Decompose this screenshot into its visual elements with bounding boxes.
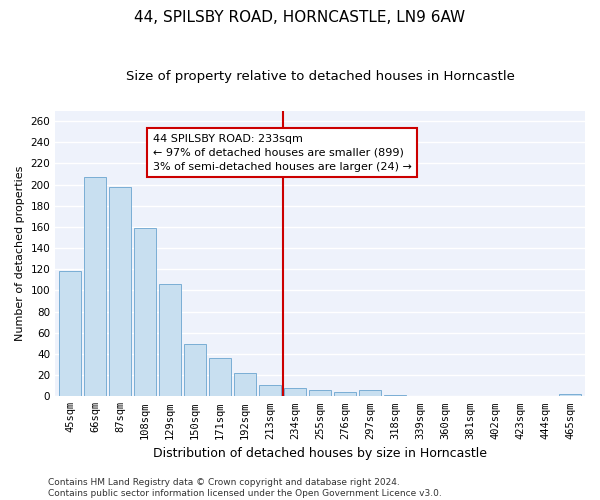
Bar: [234, 373, 256, 396]
Bar: [109, 187, 131, 396]
Bar: [384, 395, 406, 396]
Bar: [84, 177, 106, 396]
Y-axis label: Number of detached properties: Number of detached properties: [15, 166, 25, 341]
Bar: [284, 388, 307, 396]
Bar: [334, 392, 356, 396]
Bar: [309, 390, 331, 396]
Text: Contains HM Land Registry data © Crown copyright and database right 2024.
Contai: Contains HM Land Registry data © Crown c…: [48, 478, 442, 498]
Bar: [59, 272, 82, 396]
Text: 44 SPILSBY ROAD: 233sqm
← 97% of detached houses are smaller (899)
3% of semi-de: 44 SPILSBY ROAD: 233sqm ← 97% of detache…: [152, 134, 412, 172]
Bar: [159, 284, 181, 397]
Text: 44, SPILSBY ROAD, HORNCASTLE, LN9 6AW: 44, SPILSBY ROAD, HORNCASTLE, LN9 6AW: [134, 10, 466, 25]
Bar: [559, 394, 581, 396]
Bar: [259, 384, 281, 396]
Bar: [209, 358, 232, 397]
Bar: [184, 344, 206, 397]
Title: Size of property relative to detached houses in Horncastle: Size of property relative to detached ho…: [125, 70, 515, 83]
X-axis label: Distribution of detached houses by size in Horncastle: Distribution of detached houses by size …: [153, 447, 487, 460]
Bar: [134, 228, 157, 396]
Bar: [359, 390, 382, 396]
